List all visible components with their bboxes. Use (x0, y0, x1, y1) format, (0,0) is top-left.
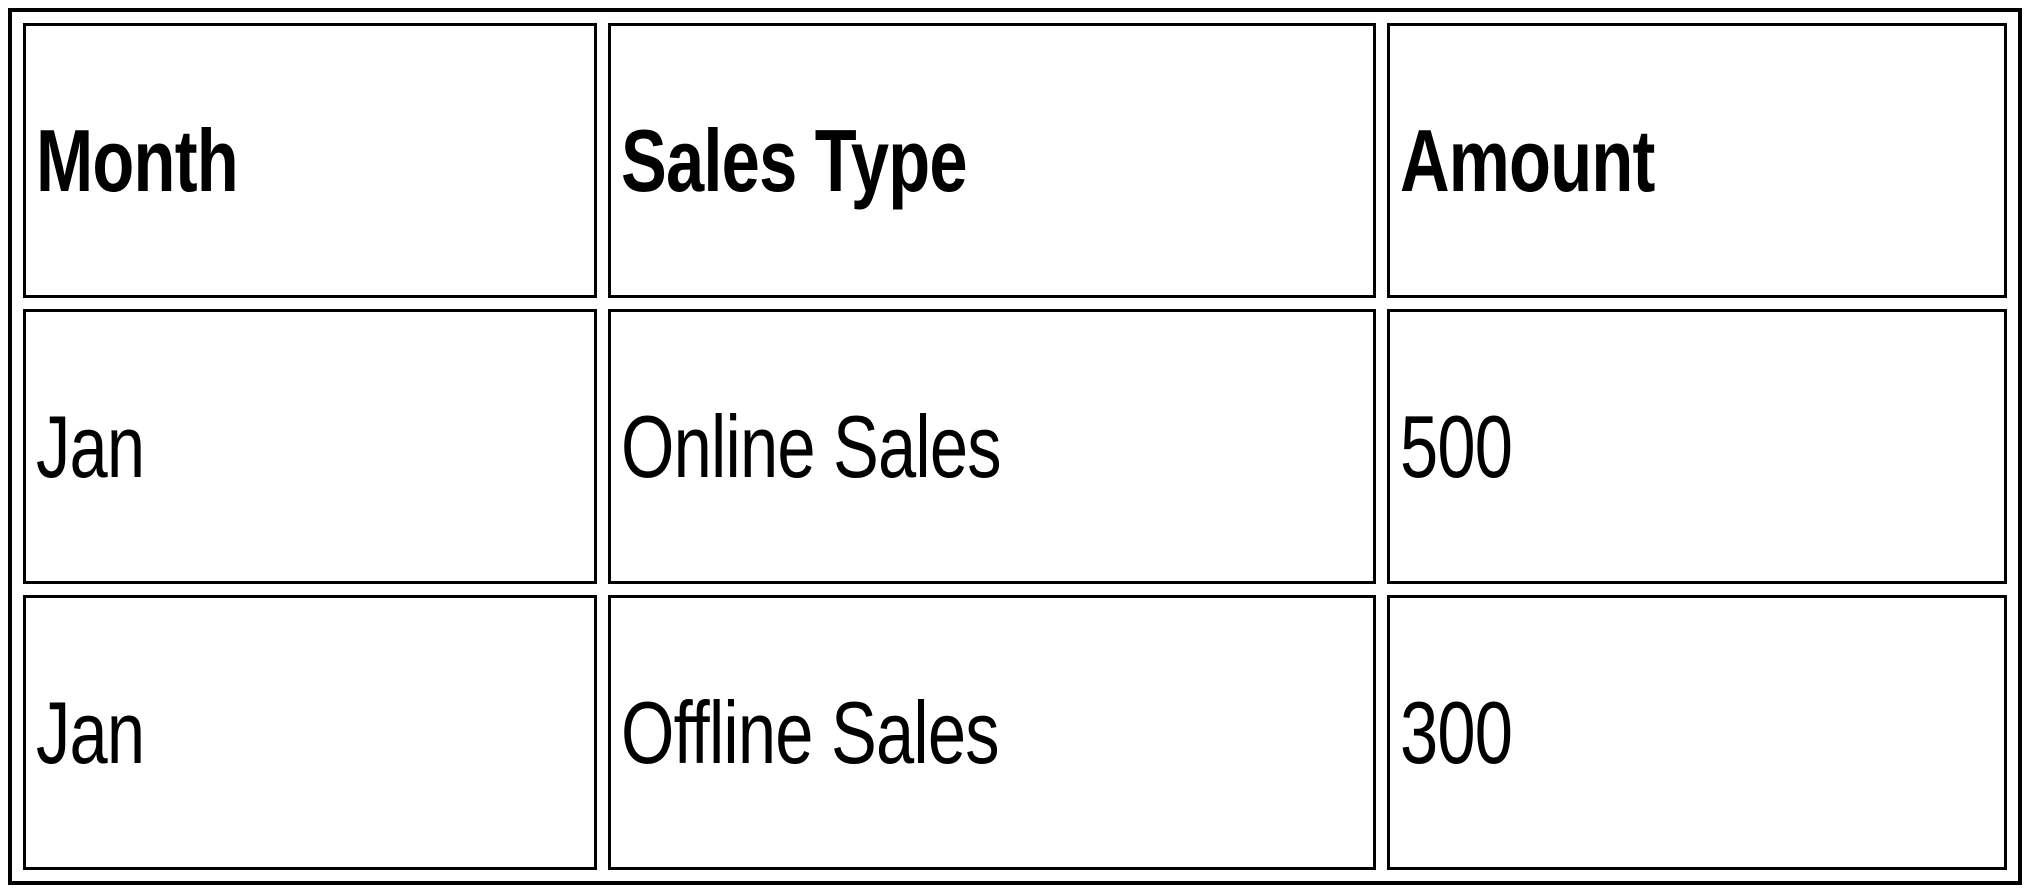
header-cell-amount: Amount (1386, 23, 2007, 298)
header-label-sales-type: Sales Type (621, 110, 968, 210)
sales-table: Month Sales Type Amount Jan Online Sales (8, 8, 2022, 885)
cell-sales-type-row2-text: Offline Sales (621, 682, 1000, 782)
header-cell-sales-type: Sales Type (608, 23, 1376, 298)
cell-sales-type-row2: Offline Sales (608, 595, 1376, 870)
header-cell-month: Month (23, 23, 598, 298)
cell-month-row2: Jan (23, 595, 598, 870)
cell-amount-row2: 300 (1386, 595, 2007, 870)
table-row: Jan Online Sales 500 (23, 309, 2007, 584)
table-row: Jan Offline Sales 300 (23, 595, 2007, 870)
header-label-month: Month (36, 110, 239, 210)
cell-amount-row1: 500 (1386, 309, 2007, 584)
cell-amount-row1-text: 500 (1399, 396, 1513, 496)
cell-sales-type-row1-text: Online Sales (621, 396, 1002, 496)
cell-amount-row2-text: 300 (1399, 682, 1513, 782)
cell-month-row1: Jan (23, 309, 598, 584)
table-header-row: Month Sales Type Amount (23, 23, 2007, 298)
cell-month-row1-text: Jan (36, 396, 145, 496)
header-label-amount: Amount (1399, 110, 1655, 210)
cell-sales-type-row1: Online Sales (608, 309, 1376, 584)
cell-month-row2-text: Jan (36, 682, 145, 782)
